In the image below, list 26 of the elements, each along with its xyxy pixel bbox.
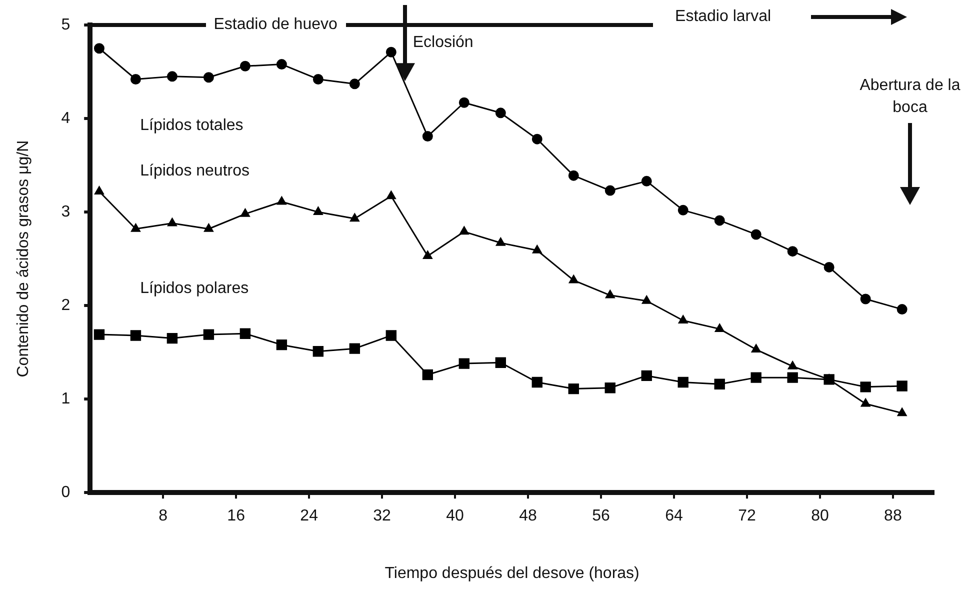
y-axis-title: Contenido de ácidos grasos μg/N [15,140,32,378]
y-tick-label: 5 [61,16,70,34]
y-tick-label: 1 [61,390,70,408]
x-axis-title: Tiempo después del desove (horas) [384,564,640,582]
x-tick-label: 32 [373,508,392,525]
series-label: Lípidos neutros [140,162,250,180]
annotation: Estadio larval [675,8,772,26]
y-tick-label: 3 [61,203,70,220]
text: Lípidos polares [140,280,249,297]
x-tick-label: 16 [227,508,246,525]
x-tick-label: 72 [738,508,756,525]
x-tick-label: 8 [158,508,168,525]
y-tick-label: 0 [61,484,70,502]
x-tick-label: 24 [300,508,318,525]
annotation: Estadio de huevo [214,16,338,34]
x-tick-label: 40 [446,508,464,525]
annotation: Eclosión [412,34,474,52]
y-tick-label: 4 [61,110,70,127]
annotation: Abertura de la boca [858,76,962,118]
text: Lípidos totales [140,116,244,134]
x-tick-label: 88 [884,508,902,525]
x-tick-label: 48 [519,508,538,525]
x-tick-label: 56 [592,508,610,525]
y-tick-label: 2 [61,296,70,314]
x-tick-label: 80 [811,508,829,525]
x-tick-label: 64 [665,508,683,525]
